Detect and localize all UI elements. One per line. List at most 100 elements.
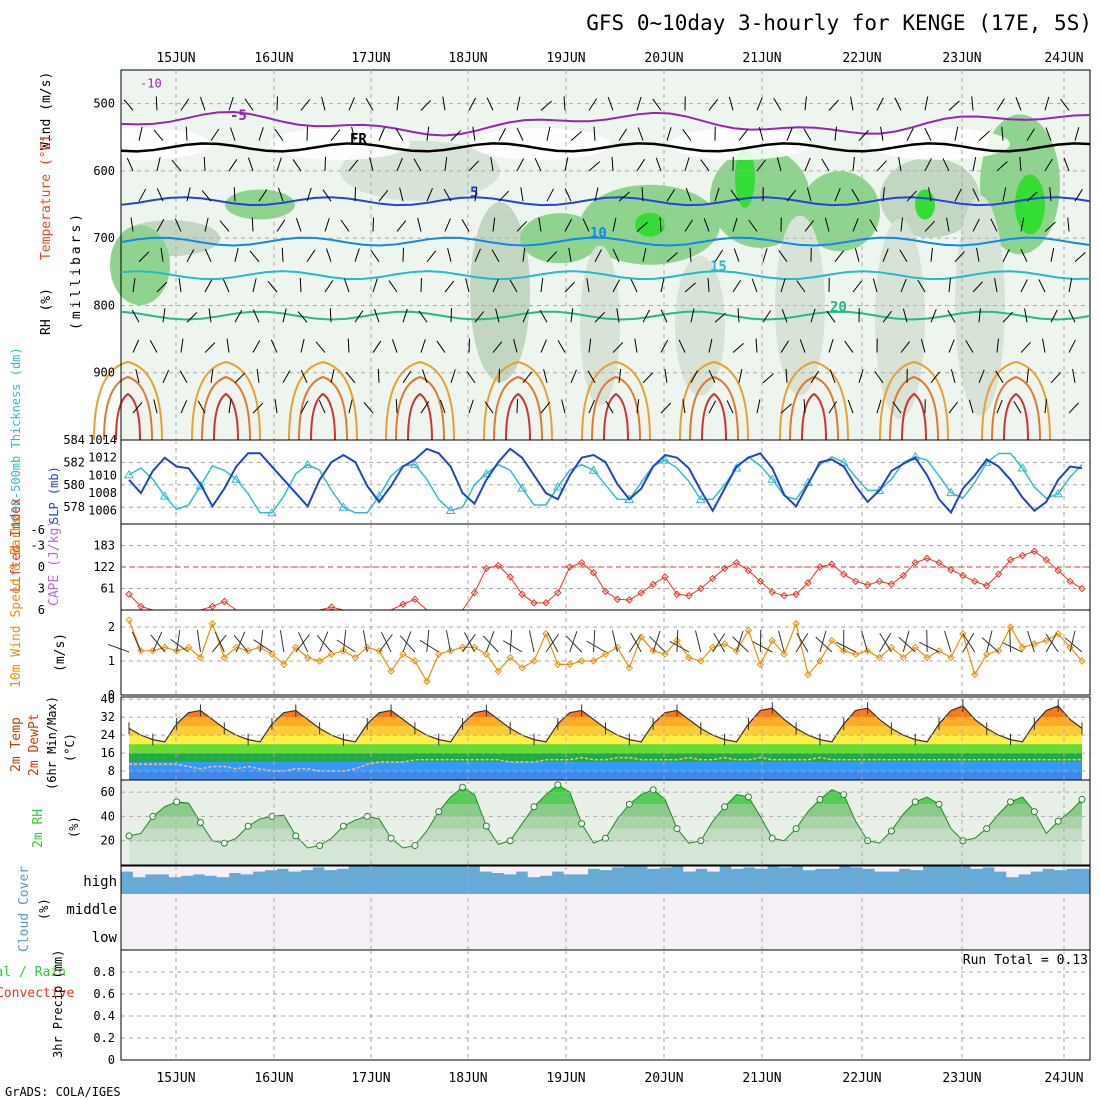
cloud-clear xyxy=(790,894,804,922)
li-point xyxy=(732,558,741,567)
wind-speed-point xyxy=(315,657,324,665)
cloud-clear xyxy=(1078,866,1091,869)
wind-barb xyxy=(348,159,359,172)
wind-barb xyxy=(858,369,864,383)
li-point xyxy=(994,570,1003,578)
cloud-clear xyxy=(970,894,983,922)
cloud-clear xyxy=(778,866,792,868)
wind-barb xyxy=(180,98,190,111)
temp-ylabel-a: 2m Temp xyxy=(9,717,24,772)
wind-barb xyxy=(442,96,446,111)
wind-barb xyxy=(594,187,599,202)
rh-point xyxy=(673,825,681,833)
wind-barb xyxy=(300,338,305,353)
cloud-clear xyxy=(886,922,900,950)
wind-barb xyxy=(732,279,742,293)
cloud-clear xyxy=(563,922,577,950)
cloud-clear xyxy=(671,922,684,950)
wind-barb xyxy=(274,399,278,414)
date-label-top: 20JUN xyxy=(644,51,683,66)
cloud-clear xyxy=(121,922,134,950)
li-point xyxy=(1078,584,1086,593)
cloud-clear xyxy=(707,894,720,922)
wind-speed-point xyxy=(661,650,669,658)
wind-barb xyxy=(930,371,941,384)
date-label-bottom: 20JUN xyxy=(644,1071,683,1086)
wind-barb xyxy=(806,187,812,202)
cloud-clear xyxy=(838,894,852,922)
wind-barb xyxy=(1042,338,1046,353)
wind-barb xyxy=(153,399,158,414)
thickness-point xyxy=(445,505,456,515)
wind-barb xyxy=(978,130,990,142)
wind-barb xyxy=(495,308,500,323)
wind-barb xyxy=(1068,278,1073,293)
thickness-point xyxy=(552,482,563,491)
wind-speed-point xyxy=(685,653,693,662)
cloud-clear xyxy=(264,866,278,871)
cloud-clear xyxy=(826,922,840,950)
date-label-bottom: 24JUN xyxy=(1044,1071,1083,1086)
wind-barb xyxy=(270,339,278,353)
wind-barb xyxy=(1038,279,1046,293)
wind-speed-point xyxy=(947,653,955,662)
li-point xyxy=(923,554,931,563)
wind-barb xyxy=(351,126,356,141)
wind-barb xyxy=(854,248,860,262)
temp-tick: 40 xyxy=(101,692,115,706)
wind-barb xyxy=(902,308,908,323)
cloud-clear xyxy=(755,866,768,869)
cloud-clear xyxy=(778,894,792,922)
wind-barb xyxy=(546,251,558,263)
rh-point xyxy=(983,825,991,833)
cloud-clear xyxy=(264,894,278,922)
wind-barb xyxy=(281,247,284,262)
li-point xyxy=(542,599,550,607)
li-point xyxy=(959,571,967,580)
wind-barb xyxy=(954,188,962,202)
wind-speed-point xyxy=(1054,630,1062,638)
wind-barb xyxy=(417,217,422,232)
wind-barb xyxy=(612,248,620,262)
wind-barb xyxy=(607,97,614,111)
cloud-clear xyxy=(647,922,660,950)
rh-point xyxy=(244,822,252,830)
wind-barb xyxy=(197,400,206,414)
wind-barb xyxy=(490,157,494,171)
li-point xyxy=(947,566,955,574)
surface-wind-barb xyxy=(962,633,976,653)
wind-barb xyxy=(267,280,278,293)
wind-barb xyxy=(258,189,268,202)
wind-barb xyxy=(924,158,932,172)
cloud-clear xyxy=(695,894,708,922)
wind-barb xyxy=(228,96,234,111)
thickness-point xyxy=(410,459,420,469)
surface-wind-barb xyxy=(902,630,910,653)
wind-barb xyxy=(799,339,806,353)
cloud-clear xyxy=(994,922,1007,950)
surface-wind-barb xyxy=(253,639,273,653)
date-label-bottom: 22JUN xyxy=(842,1071,881,1086)
wind-barb xyxy=(365,97,374,111)
cloud-clear xyxy=(527,894,541,922)
upper-ylabel-rh: RH (%) xyxy=(39,288,54,335)
cloud-clear xyxy=(898,866,912,869)
rh-point xyxy=(578,820,586,828)
wind-barb xyxy=(156,281,168,293)
wind-barb xyxy=(370,249,380,263)
wind-barb xyxy=(252,340,261,353)
cloud-clear xyxy=(922,894,935,922)
wind-speed-point xyxy=(470,643,479,652)
cloud-clear xyxy=(934,922,947,950)
surface-wind-barb xyxy=(464,632,475,653)
wind-barb xyxy=(684,219,694,232)
rh-point xyxy=(411,842,419,850)
rh-point xyxy=(316,842,324,850)
wind-barb xyxy=(894,97,902,111)
wind-barb xyxy=(474,187,478,202)
cloud-clear xyxy=(491,866,505,873)
rh-unit: (%) xyxy=(67,816,81,838)
wind-barb xyxy=(588,161,600,172)
warm-isotherm xyxy=(505,392,531,441)
li-point xyxy=(613,595,622,603)
